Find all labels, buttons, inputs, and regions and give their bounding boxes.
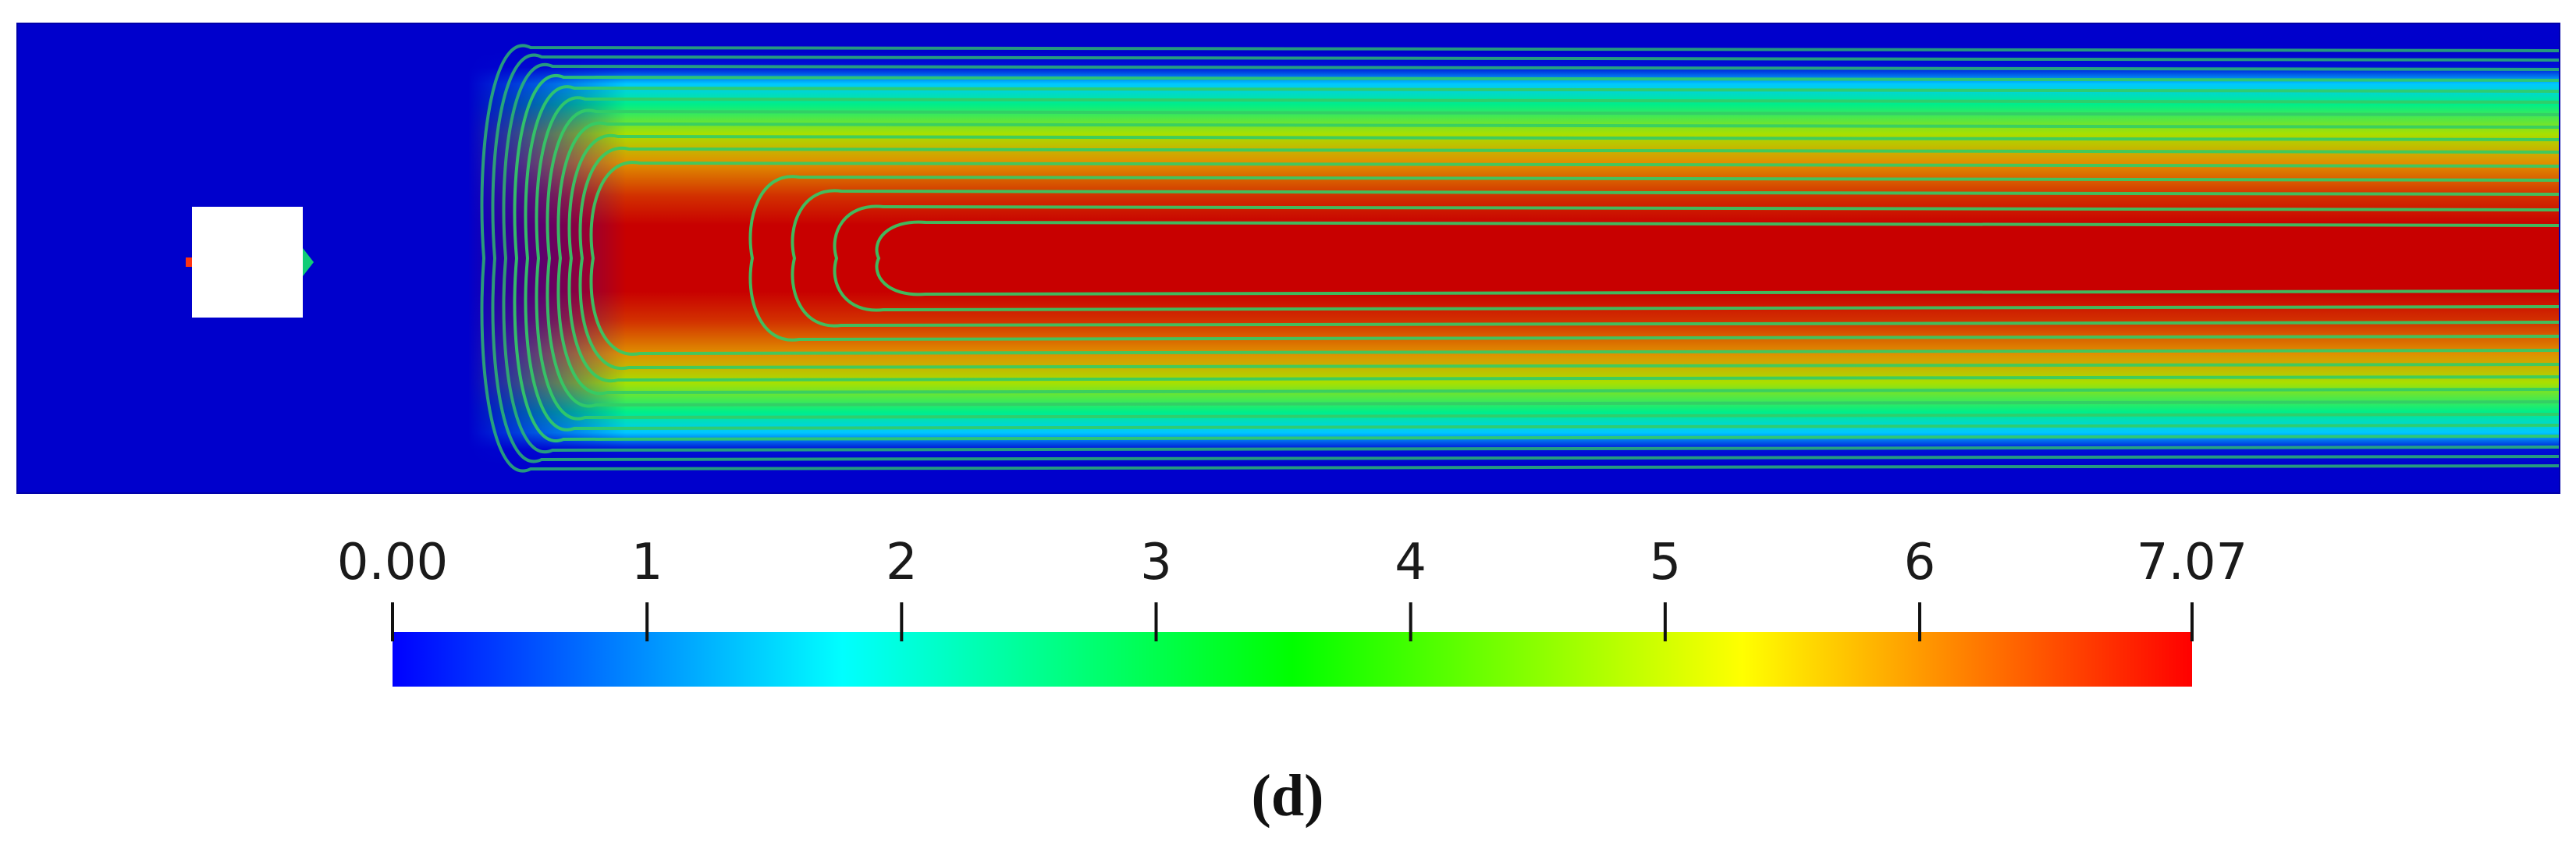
colorbar: 0.00 1 2 3 4 5 6 7.07 [337, 534, 2248, 687]
contour-lines [480, 44, 2560, 473]
contour-line [833, 204, 2560, 312]
figure-caption: (d) [1252, 763, 1324, 829]
contour-line [791, 189, 2560, 328]
colorbar-tick-label: 2 [886, 534, 918, 591]
colorbar-tick-label: 0.00 [337, 534, 449, 591]
colorbar-ticks [391, 602, 2194, 641]
colorbar-tick-label: 5 [1649, 534, 1681, 591]
contour-line [535, 96, 2560, 421]
obstacle-trailing-mark [303, 248, 314, 276]
colorbar-bar [393, 632, 2192, 687]
contour-line [748, 175, 2560, 342]
colorbar-tick-label: 3 [1140, 534, 1172, 591]
contour-line [513, 74, 2560, 442]
colorbar-tick-label: 1 [631, 534, 663, 591]
colorbar-tick-labels: 0.00 1 2 3 4 5 6 7.07 [337, 534, 2248, 591]
contour-line [556, 121, 2560, 396]
contour-line [480, 44, 2560, 473]
colorbar-tick-label: 4 [1395, 534, 1427, 591]
contour-line [545, 108, 2560, 408]
contour-line [491, 53, 2560, 463]
colorbar-tick-label: 6 [1904, 534, 1936, 591]
contour-line [524, 85, 2560, 431]
contour-line [578, 146, 2560, 371]
square-obstacle [192, 207, 303, 318]
contour-line [567, 133, 2560, 383]
colorbar-tick-label: 7.07 [2137, 534, 2248, 591]
domain-border [16, 23, 2560, 494]
contour-line [589, 161, 2560, 356]
flow-field [17, 23, 2560, 493]
obstacle-leading-mark [186, 257, 192, 267]
contour-line [502, 62, 2560, 454]
contour-line [875, 220, 2560, 296]
